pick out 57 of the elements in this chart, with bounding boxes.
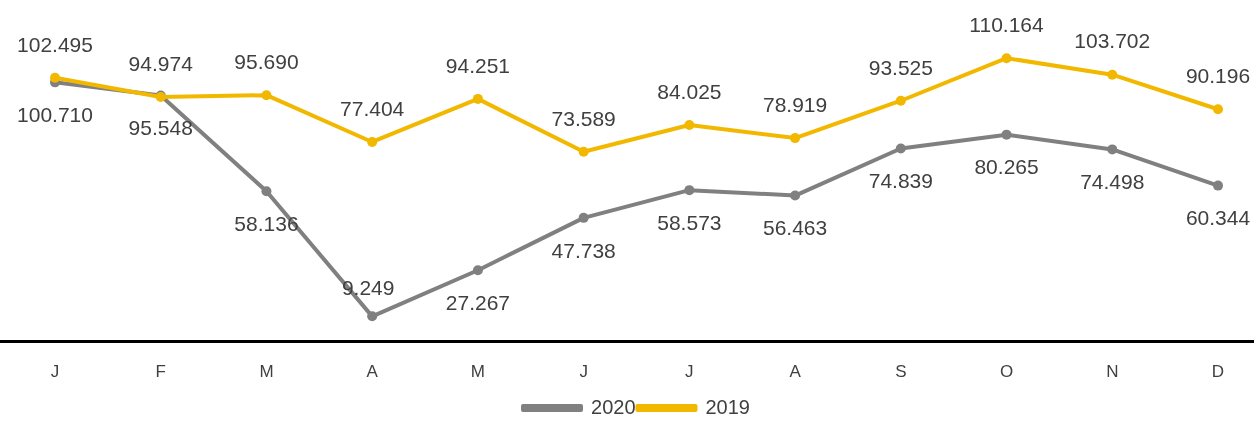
data-label: 95.548: [128, 116, 193, 140]
data-label: 103.702: [1074, 29, 1151, 53]
legend-label: 2019: [705, 395, 750, 418]
data-label: 90.196: [1185, 64, 1251, 88]
point: [895, 95, 906, 106]
x-tick-label: S: [895, 361, 907, 381]
point: [261, 186, 272, 197]
point: [790, 133, 801, 144]
point: [578, 146, 589, 157]
point: [1213, 104, 1223, 115]
data-label: 110.164: [969, 12, 1045, 36]
data-label: 94.974: [128, 51, 194, 75]
data-label: 27.267: [445, 291, 511, 315]
point: [1107, 144, 1118, 155]
x-tick-label: M: [259, 361, 274, 381]
data-label: 80.265: [974, 155, 1039, 179]
data-label: 47.738: [551, 238, 616, 262]
data-label: 73.589: [551, 106, 616, 130]
data-label: 94.251: [445, 53, 511, 77]
legend-label: 2020: [591, 395, 636, 418]
data-label: 84.025: [657, 79, 722, 103]
x-tick-label: J: [685, 361, 694, 381]
point: [790, 190, 801, 201]
point: [261, 90, 272, 101]
data-label: 77.404: [340, 96, 405, 120]
x-tick-label: F: [155, 361, 166, 381]
data-label: 58.573: [657, 210, 722, 234]
point: [367, 311, 378, 322]
point: [895, 143, 906, 154]
x-tick-label: M: [470, 361, 485, 381]
point: [1107, 69, 1118, 80]
data-label: 102.495: [17, 32, 93, 56]
point: [1001, 53, 1012, 64]
data-label: 60.344: [1185, 206, 1251, 230]
point: [684, 120, 695, 131]
x-tick-label: A: [789, 361, 802, 381]
point: [472, 265, 483, 276]
point: [578, 212, 589, 223]
x-tick-label: A: [366, 361, 379, 381]
x-tick-label: J: [579, 361, 588, 381]
data-label: 56.463: [762, 216, 828, 240]
point: [1001, 129, 1012, 140]
data-label: 78.919: [762, 92, 828, 116]
x-tick-label: J: [50, 361, 60, 381]
point: [367, 136, 378, 147]
point: [472, 93, 483, 104]
x-tick-label: D: [1211, 361, 1225, 381]
data-label: 74.498: [1080, 170, 1145, 194]
data-label: 100.710: [17, 103, 93, 127]
x-tick-label: N: [1106, 361, 1119, 381]
data-label: 93.525: [868, 55, 933, 79]
point: [684, 185, 695, 196]
point: [50, 72, 60, 83]
data-label: 95.690: [234, 49, 299, 73]
data-label: 74.839: [868, 169, 933, 193]
point: [1213, 180, 1223, 191]
x-tick-label: O: [999, 361, 1014, 381]
